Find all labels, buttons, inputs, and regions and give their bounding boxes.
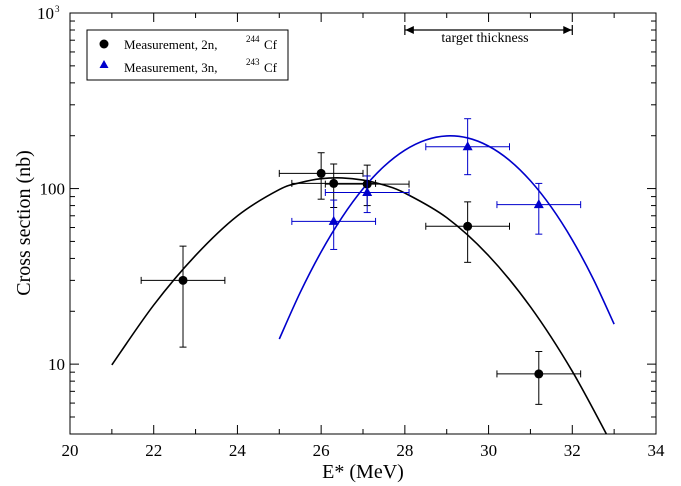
legend-label-3n: Measurement, 3n,	[124, 60, 218, 75]
legend: Measurement, 2n, 244 Cf Measurement, 3n,…	[86, 29, 289, 81]
legend-sup-3n: 243	[246, 57, 260, 67]
x-axis-title: E* (MeV)	[322, 461, 404, 483]
arrow-head-right	[563, 26, 572, 35]
arrow-head-left	[405, 26, 414, 35]
data-point-3n	[324, 175, 410, 214]
y-tick-label: 10	[37, 4, 54, 23]
data-points	[140, 118, 582, 405]
x-tick-label: 30	[480, 441, 497, 460]
y-tick-label: 100	[40, 180, 66, 199]
triangle-marker	[328, 215, 339, 225]
x-tick-labels: 20 22 24 26 28 30 32 34	[62, 441, 666, 460]
data-point-2n	[140, 245, 226, 348]
triangle-marker	[462, 141, 473, 151]
legend-isotope-3n: Cf	[264, 60, 278, 75]
fit-curve-2n	[111, 177, 608, 434]
y-axis-title: Cross section (nb)	[13, 150, 35, 296]
circle-marker	[534, 369, 544, 379]
x-tick-label: 22	[145, 441, 162, 460]
data-point-2n	[425, 201, 510, 263]
legend-isotope-2n: Cf	[264, 37, 278, 52]
data-point-3n	[496, 182, 582, 235]
x-tick-label: 32	[564, 441, 581, 460]
circle-marker	[316, 168, 326, 178]
data-point-3n	[291, 199, 377, 250]
legend-triangle-marker	[99, 60, 109, 68]
circle-marker	[178, 275, 188, 285]
legend-box	[86, 29, 289, 81]
triangle-marker	[533, 199, 544, 209]
x-tick-label: 24	[229, 441, 247, 460]
circle-marker	[463, 221, 473, 231]
x-tick-label: 26	[313, 441, 330, 460]
x-tick-label: 28	[396, 441, 413, 460]
legend-circle-marker	[99, 39, 109, 49]
triangle-marker	[362, 186, 373, 196]
y-tick-label-exponent: 3	[55, 4, 60, 14]
legend-sup-2n: 244	[246, 34, 260, 44]
x-tick-label: 34	[648, 441, 666, 460]
data-point-2n	[496, 351, 582, 405]
fit-curve-3n	[278, 135, 615, 340]
target-thickness-label: target thickness	[441, 31, 528, 46]
x-tick-label: 20	[62, 441, 79, 460]
legend-label-2n: Measurement, 2n,	[124, 37, 218, 52]
circle-marker	[329, 178, 339, 188]
target-thickness-annotation: target thickness	[404, 25, 573, 46]
fit-curves	[111, 135, 615, 434]
data-point-3n	[425, 118, 510, 176]
axis-ticks	[69, 12, 657, 434]
y-tick-label: 10	[48, 355, 65, 374]
data-point-2n	[278, 152, 364, 200]
